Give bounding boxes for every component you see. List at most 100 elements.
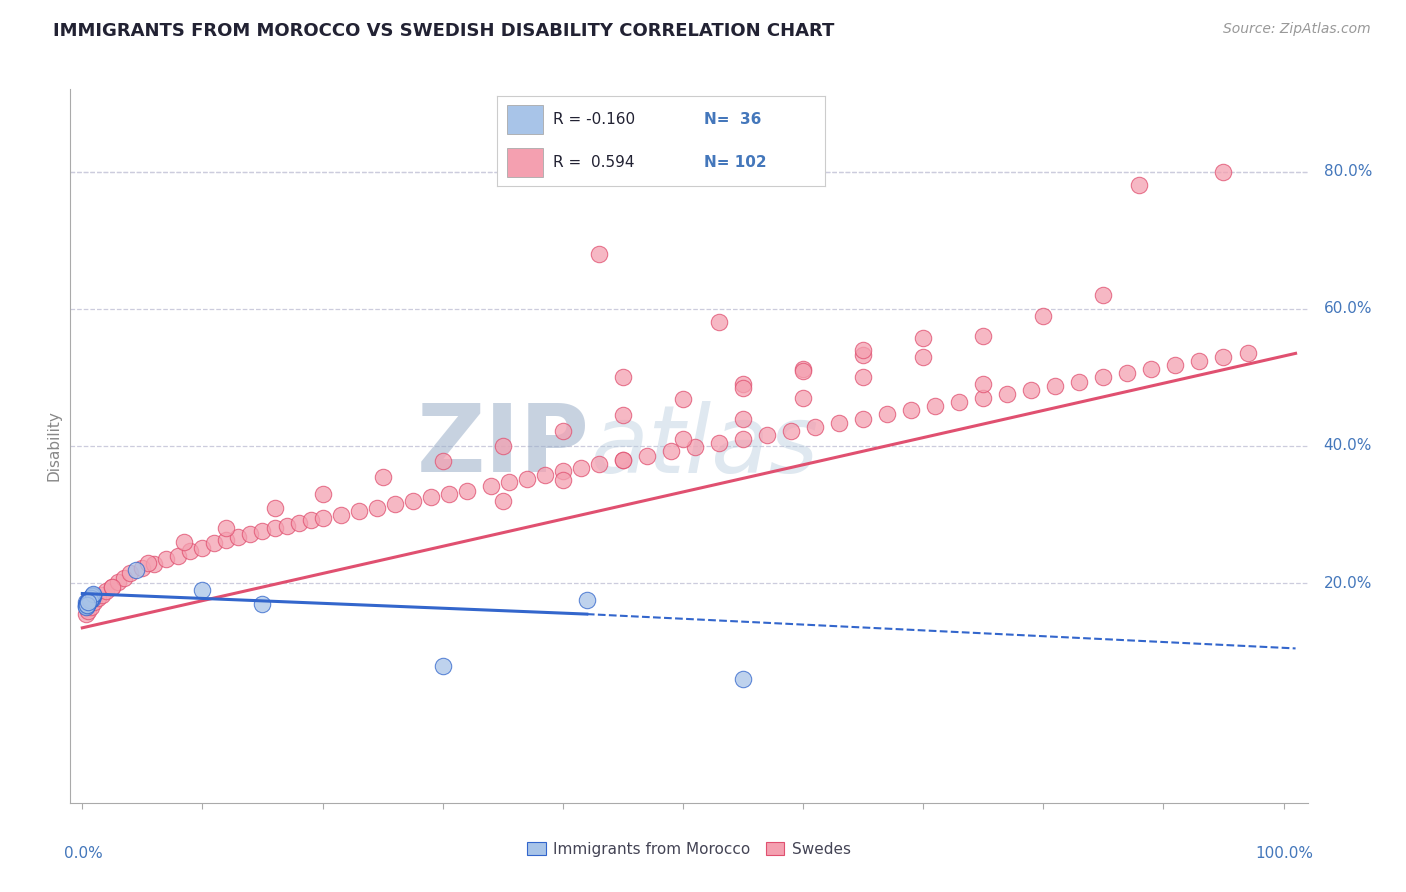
Point	[588, 247, 610, 261]
Text: 100.0%: 100.0%	[1256, 846, 1313, 861]
Point	[492, 494, 515, 508]
Point	[125, 562, 148, 576]
Point	[347, 504, 370, 518]
Point	[948, 395, 970, 409]
Point	[101, 580, 124, 594]
Point	[924, 399, 946, 413]
Point	[900, 403, 922, 417]
Point	[82, 588, 104, 602]
Point	[101, 580, 124, 594]
Point	[1188, 354, 1211, 368]
Point	[575, 593, 598, 607]
Point	[1069, 375, 1091, 389]
Point	[852, 370, 875, 384]
Point	[77, 595, 100, 609]
Point	[456, 483, 478, 498]
Point	[80, 591, 103, 606]
Point	[77, 595, 100, 609]
Point	[612, 452, 634, 467]
Point	[77, 594, 100, 608]
Point	[79, 593, 101, 607]
Point	[77, 593, 100, 607]
Point	[972, 391, 994, 405]
Point	[131, 561, 153, 575]
Point	[191, 541, 214, 555]
Point	[804, 419, 827, 434]
Point	[75, 598, 97, 612]
Point	[82, 587, 104, 601]
Point	[76, 597, 98, 611]
Point	[371, 470, 394, 484]
Point	[76, 598, 98, 612]
Point	[263, 521, 285, 535]
Point	[498, 475, 520, 490]
Point	[252, 597, 274, 611]
Point	[432, 454, 454, 468]
Point	[551, 424, 574, 438]
Point	[239, 526, 262, 541]
Point	[167, 549, 190, 563]
Point	[1128, 178, 1150, 193]
Point	[912, 330, 935, 344]
Point	[252, 524, 274, 538]
Point	[179, 544, 201, 558]
Point	[731, 377, 754, 392]
Point	[551, 464, 574, 478]
Point	[311, 511, 333, 525]
Point	[77, 604, 100, 618]
Point	[75, 595, 97, 609]
Point	[683, 441, 706, 455]
Point	[215, 533, 238, 547]
Point	[972, 377, 994, 392]
Point	[1212, 164, 1234, 178]
Point	[155, 552, 177, 566]
Point	[96, 584, 118, 599]
Point	[311, 487, 333, 501]
Point	[191, 583, 214, 598]
Point	[551, 473, 574, 487]
Point	[299, 513, 322, 527]
Text: 80.0%: 80.0%	[1323, 164, 1372, 179]
Point	[287, 516, 309, 530]
Text: ZIP: ZIP	[418, 400, 591, 492]
Text: 40.0%: 40.0%	[1323, 439, 1372, 453]
Point	[912, 350, 935, 364]
Point	[437, 487, 460, 501]
Point	[672, 432, 695, 446]
Point	[707, 436, 730, 450]
Point	[731, 673, 754, 687]
Point	[1092, 370, 1115, 384]
Point	[79, 592, 101, 607]
Point	[329, 508, 352, 522]
Point	[401, 494, 423, 508]
Point	[263, 500, 285, 515]
Point	[215, 521, 238, 535]
Y-axis label: Disability: Disability	[46, 410, 62, 482]
Point	[707, 316, 730, 330]
Point	[419, 491, 441, 505]
Point	[731, 381, 754, 395]
Point	[792, 362, 814, 376]
Point	[76, 597, 98, 611]
Point	[75, 607, 97, 621]
Point	[79, 593, 101, 607]
Point	[852, 343, 875, 357]
Text: 60.0%: 60.0%	[1323, 301, 1372, 317]
Point	[79, 592, 101, 607]
Point	[1212, 350, 1234, 364]
Point	[516, 472, 538, 486]
Text: 0.0%: 0.0%	[65, 846, 103, 861]
Point	[80, 592, 103, 607]
Point	[120, 566, 142, 580]
Text: IMMIGRANTS FROM MOROCCO VS SWEDISH DISABILITY CORRELATION CHART: IMMIGRANTS FROM MOROCCO VS SWEDISH DISAB…	[53, 22, 835, 40]
Point	[1019, 383, 1042, 397]
Point	[756, 428, 779, 442]
Point	[173, 535, 195, 549]
Point	[77, 594, 100, 608]
Point	[876, 408, 898, 422]
Point	[731, 411, 754, 425]
Point	[276, 518, 298, 533]
Point	[432, 658, 454, 673]
Point	[80, 600, 103, 615]
Point	[75, 599, 97, 614]
